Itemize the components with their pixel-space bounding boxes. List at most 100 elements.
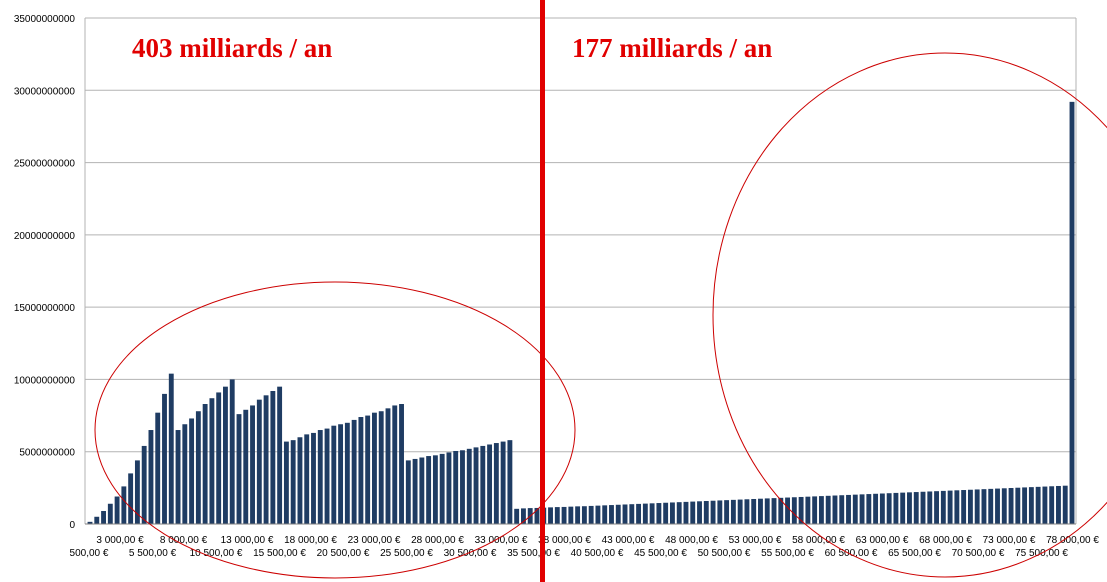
bar: [229, 379, 235, 524]
bar: [967, 489, 973, 524]
x-tick-label: 20 500,00 €: [317, 548, 370, 559]
bar: [1056, 485, 1061, 524]
bar: [615, 504, 621, 524]
bar: [703, 501, 709, 524]
bar: [588, 505, 594, 524]
bar: [94, 516, 100, 524]
x-tick-label: 45 500,00 €: [634, 548, 687, 559]
bar: [730, 499, 736, 524]
bar: [297, 437, 303, 524]
y-tick-label: 30000000000: [14, 86, 76, 97]
y-tick-label: 0: [69, 520, 75, 531]
bar: [974, 489, 980, 524]
bar: [710, 500, 716, 524]
bar: [859, 494, 865, 524]
bar: [927, 491, 933, 524]
bar: [466, 448, 472, 524]
bar: [460, 450, 465, 524]
bar: [480, 445, 486, 524]
x-tick-label: 38 000,00 €: [538, 535, 591, 546]
bar: [141, 445, 147, 524]
y-axis: 0 5000000000 10000000000 15000000000 2000000…: [14, 14, 1077, 531]
bar: [1062, 485, 1068, 524]
bar: [534, 507, 540, 524]
bar: [771, 498, 777, 524]
bar: [900, 492, 906, 524]
bar: [995, 488, 1000, 524]
x-tick-label: 60 500,00 €: [825, 548, 878, 559]
bar: [1028, 487, 1034, 524]
bar: [785, 497, 790, 524]
x-tick-label: 28 000,00 €: [411, 535, 464, 546]
bar: [595, 505, 601, 524]
x-tick-label: 53 000,00 €: [729, 535, 782, 546]
bar: [832, 495, 838, 524]
y-tick-label: 5000000000: [19, 448, 75, 459]
bar: [405, 460, 411, 524]
bar: [846, 494, 851, 524]
bar: [439, 453, 445, 524]
x-tick-label: 18 000,00 €: [284, 535, 337, 546]
bar: [744, 499, 750, 524]
bar: [223, 386, 228, 524]
bar: [886, 493, 892, 524]
bar: [256, 399, 262, 524]
bar: [1069, 101, 1075, 524]
bar: [717, 500, 723, 524]
bar: [791, 497, 797, 524]
bar: [1042, 486, 1048, 524]
bar: [372, 412, 377, 524]
bar: [317, 430, 323, 524]
bar: [155, 412, 161, 524]
bar: [378, 411, 384, 524]
bar: [609, 505, 614, 524]
y-tick-label: 10000000000: [14, 375, 76, 386]
x-tick-label: 78 000,00 €: [1046, 535, 1099, 546]
bar: [351, 419, 357, 524]
bar: [1015, 487, 1021, 524]
bar: [426, 456, 432, 524]
bar: [385, 408, 391, 524]
bar: [121, 486, 127, 524]
bar: [934, 491, 939, 524]
bar: [507, 440, 513, 524]
bar: [114, 496, 120, 524]
bar: [913, 492, 919, 524]
bar: [866, 494, 872, 524]
bar: [189, 418, 195, 524]
bar: [642, 503, 648, 524]
bar: [636, 503, 642, 524]
x-tick-label: 8 000,00 €: [160, 535, 208, 546]
bar: [392, 405, 398, 524]
x-tick-label: 43 000,00 €: [602, 535, 655, 546]
bar: [202, 404, 208, 524]
bar: [981, 489, 987, 524]
x-tick-label: 40 500,00 €: [571, 548, 624, 559]
bar: [270, 390, 276, 524]
bar: [1001, 488, 1007, 524]
bar: [175, 430, 181, 524]
x-tick-label: 30 500,00 €: [444, 548, 497, 559]
bar: [1049, 486, 1055, 524]
bar: [602, 505, 608, 524]
divider-line: [540, 0, 545, 582]
bar: [250, 405, 255, 524]
y-tick-label: 35000000000: [14, 14, 76, 25]
bar: [500, 441, 506, 524]
x-axis: 3 000,00 € 8 000,00 € 13 000,00 € 18 000,00…: [70, 523, 1099, 559]
bar: [548, 507, 553, 524]
bar: [101, 510, 106, 524]
bar: [656, 503, 662, 524]
x-tick-label: 3 000,00 €: [96, 535, 144, 546]
bar: [277, 386, 283, 524]
bar: [669, 502, 675, 524]
bar: [521, 508, 526, 524]
bar: [697, 501, 702, 524]
bar: [724, 500, 730, 524]
bar: [798, 496, 804, 524]
bar: [852, 494, 858, 524]
x-tick-label: 65 500,00 €: [888, 548, 941, 559]
bar: [940, 490, 946, 524]
x-tick-label: 73 000,00 €: [983, 535, 1036, 546]
x-tick-label: 23 000,00 €: [348, 535, 401, 546]
